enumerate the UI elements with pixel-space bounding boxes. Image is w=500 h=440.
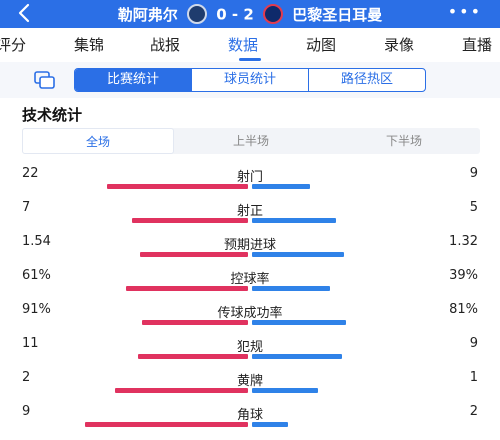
stat-row-shots: 22 射门 9 xyxy=(0,166,500,200)
back-arrow-icon[interactable] xyxy=(14,2,36,24)
stat-away-bar xyxy=(252,388,318,393)
section-title: 技术统计 xyxy=(22,106,83,124)
stat-row-possession: 61% 控球率 39% xyxy=(0,268,500,302)
stat-away-value: 9 xyxy=(469,166,478,181)
stat-row-pass-accuracy: 91% 传球成功率 81% xyxy=(0,302,500,336)
stat-away-bar xyxy=(252,286,330,291)
stat-row-expected-goals: 1.54 预期进球 1.32 xyxy=(0,234,500,268)
stat-home-bar xyxy=(142,320,248,325)
stat-label: 犯规 xyxy=(236,340,263,355)
stat-row-fouls: 11 犯规 9 xyxy=(0,336,500,370)
stat-away-bar xyxy=(252,184,310,189)
more-options-icon[interactable]: ••• xyxy=(447,2,482,21)
stat-home-bar xyxy=(126,286,248,291)
stat-away-bar xyxy=(252,252,344,257)
stat-away-bar xyxy=(252,320,346,325)
stat-home-bar xyxy=(132,218,248,223)
tab-bar: 评分 集锦 战报 数据 动图 录像 直播 xyxy=(0,28,500,62)
match-score: 0 - 2 xyxy=(216,5,254,24)
compare-chart-icon[interactable] xyxy=(34,71,56,89)
stat-away-bar xyxy=(252,422,288,427)
stat-home-value: 9 xyxy=(22,404,31,419)
stat-away-value: 1.32 xyxy=(449,234,478,249)
stat-away-value: 39% xyxy=(449,268,478,283)
home-team-name: 勒阿弗尔 xyxy=(117,6,178,24)
tab-ratings[interactable]: 评分 xyxy=(0,36,27,54)
stat-home-value: 2 xyxy=(22,370,31,385)
period-selector: 全场 上半场 下半场 xyxy=(22,128,480,154)
stat-away-value: 81% xyxy=(449,302,478,317)
stat-home-value: 61% xyxy=(22,268,51,283)
tab-data[interactable]: 数据 xyxy=(228,36,259,54)
stat-label: 射正 xyxy=(236,204,263,219)
stat-home-bar xyxy=(140,252,248,257)
segment-heatmap[interactable]: 路径热区 xyxy=(308,69,425,91)
away-team-crest-icon xyxy=(263,3,283,24)
stat-home-bar xyxy=(107,184,248,189)
stat-away-value: 5 xyxy=(469,200,478,215)
stat-home-value: 1.54 xyxy=(22,234,51,249)
tab-gifs[interactable]: 动图 xyxy=(306,36,337,54)
stat-home-value: 7 xyxy=(22,200,31,215)
stat-away-value: 2 xyxy=(469,404,478,419)
period-second-half[interactable]: 下半场 xyxy=(385,134,422,148)
stat-home-bar xyxy=(115,388,248,393)
stat-home-value: 91% xyxy=(22,302,51,317)
stats-segment-row: 比赛统计 球员统计 路径热区 xyxy=(0,62,500,98)
stat-home-bar xyxy=(85,422,248,427)
match-header: 勒阿弗尔 0 - 2 巴黎圣日耳曼 ••• xyxy=(0,0,500,28)
stat-away-value: 9 xyxy=(469,336,478,351)
stat-away-value: 1 xyxy=(469,370,478,385)
segment-match-stats[interactable]: 比赛统计 xyxy=(75,69,191,91)
stat-label: 黄牌 xyxy=(236,374,263,389)
tab-report[interactable]: 战报 xyxy=(150,36,181,54)
match-title: 勒阿弗尔 0 - 2 巴黎圣日耳曼 xyxy=(0,3,500,25)
home-team-crest-icon xyxy=(186,3,207,24)
active-tab-indicator xyxy=(239,58,261,61)
period-full-match[interactable]: 全场 xyxy=(22,128,174,154)
stat-home-bar xyxy=(138,354,248,359)
stats-segment-control: 比赛统计 球员统计 路径热区 xyxy=(74,68,426,92)
tab-live[interactable]: 直播 xyxy=(462,36,493,54)
stat-row-yellow-cards: 2 黄牌 1 xyxy=(0,370,500,404)
stat-away-bar xyxy=(252,354,342,359)
segment-player-stats[interactable]: 球员统计 xyxy=(191,69,308,91)
tab-highlights[interactable]: 集锦 xyxy=(74,36,105,54)
stat-label: 角球 xyxy=(236,408,263,423)
period-first-half[interactable]: 上半场 xyxy=(232,134,269,148)
tab-replay[interactable]: 录像 xyxy=(384,36,415,54)
stat-row-shots-on-target: 7 射正 5 xyxy=(0,200,500,234)
stat-label: 射门 xyxy=(236,170,263,185)
stat-label: 预期进球 xyxy=(223,238,276,253)
stat-label: 控球率 xyxy=(230,272,270,287)
stat-home-value: 11 xyxy=(22,336,39,351)
stat-home-value: 22 xyxy=(22,166,39,181)
away-team-name: 巴黎圣日耳曼 xyxy=(292,6,383,24)
stat-row-corners: 9 角球 2 xyxy=(0,404,500,438)
stat-label: 传球成功率 xyxy=(217,306,283,321)
stat-away-bar xyxy=(252,218,336,223)
